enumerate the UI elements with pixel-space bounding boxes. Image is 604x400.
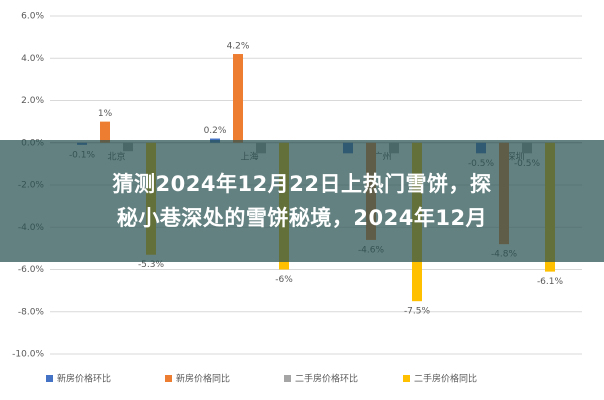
legend-swatch xyxy=(46,375,53,382)
legend-label: 二手房价格环比 xyxy=(295,373,358,385)
legend-label: 新房价格同比 xyxy=(176,373,230,385)
data-label: -6% xyxy=(275,275,293,285)
bar xyxy=(100,121,110,143)
data-label: -5.3% xyxy=(138,260,165,270)
y-tick-label: -10.0% xyxy=(12,350,44,360)
legend-swatch xyxy=(403,375,410,382)
y-tick-label: 2.0% xyxy=(21,96,44,106)
data-label: 1% xyxy=(98,109,113,119)
data-label: 0.2% xyxy=(204,126,227,136)
legend-swatch xyxy=(165,375,172,382)
headline-banner: 猜测2024年12月22日上热门雪饼，探 秘小巷深处的雪饼秘境，2024年12月 xyxy=(0,140,604,262)
legend-label: 二手房价格同比 xyxy=(414,373,477,385)
legend-swatch xyxy=(284,375,291,382)
y-tick-label: -8.0% xyxy=(18,307,45,317)
data-label: -7.5% xyxy=(404,307,431,317)
legend-label: 新房价格环比 xyxy=(57,373,111,385)
headline-line: 猜测2024年12月22日上热门雪饼，探 xyxy=(112,172,492,196)
data-label: -6.1% xyxy=(537,277,564,287)
y-tick-label: 4.0% xyxy=(21,54,44,64)
bar xyxy=(233,54,243,143)
headline-line: 秘小巷深处的雪饼秘境，2024年12月 xyxy=(116,206,488,230)
y-tick-label: 6.0% xyxy=(21,12,44,22)
y-tick-label: -6.0% xyxy=(18,265,45,275)
data-label: 4.2% xyxy=(227,42,250,52)
